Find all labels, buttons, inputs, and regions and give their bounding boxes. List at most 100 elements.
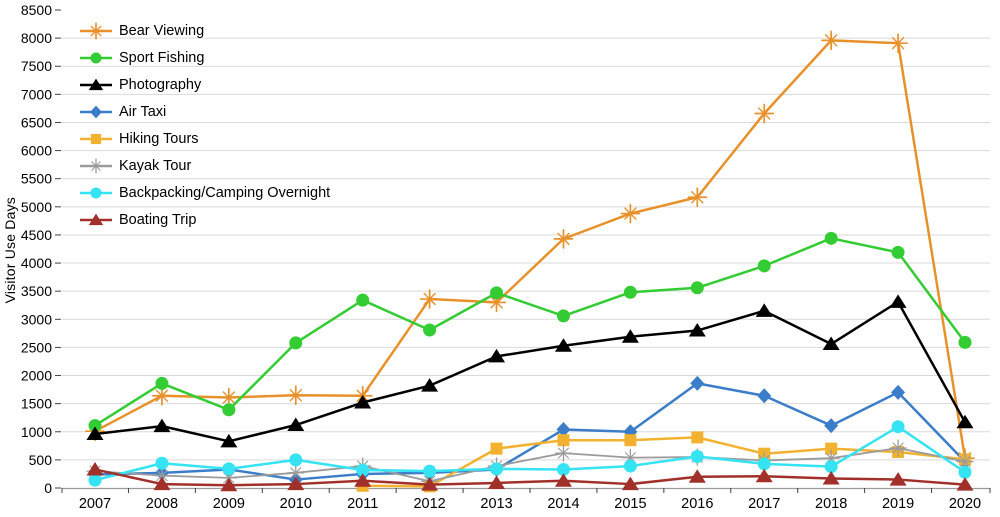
marker-sport-fishing — [423, 323, 437, 337]
y-tick-label: 7500 — [21, 58, 52, 74]
marker-backpacking-camping-overnight — [824, 460, 838, 474]
y-tick-label: 1000 — [21, 424, 52, 440]
legend-item-kayak-tour: Kayak Tour — [80, 152, 330, 179]
marker-air-taxi — [824, 418, 839, 434]
marker-sport-fishing — [289, 336, 303, 350]
y-tick-label: 4500 — [21, 227, 52, 243]
y-tick-label: 8500 — [21, 2, 52, 18]
marker-backpacking-camping-overnight — [490, 462, 504, 476]
legend-marker-sport-fishing-icon — [80, 51, 112, 64]
marker-sport-fishing — [824, 231, 838, 245]
legend-item-air-taxi: Air Taxi — [80, 98, 330, 125]
legend-marker-bear-viewing-icon — [80, 21, 112, 39]
x-tick-label: 2019 — [882, 496, 914, 512]
y-tick-label: 6000 — [21, 143, 52, 159]
x-tick-label: 2007 — [79, 496, 111, 512]
marker-backpacking-camping-overnight — [958, 465, 972, 479]
marker-photography — [621, 329, 639, 343]
marker-photography — [86, 426, 104, 441]
y-tick-label: 3000 — [21, 311, 52, 327]
marker-backpacking-camping-overnight — [356, 463, 370, 477]
marker-kayak-tour — [889, 439, 907, 457]
marker-photography — [822, 336, 840, 351]
marker-photography — [287, 417, 305, 432]
marker-backpacking-camping-overnight — [556, 462, 570, 476]
marker-sport-fishing — [490, 286, 504, 300]
legend-marker-hiking-tours-icon — [80, 133, 112, 144]
marker-bear-viewing — [687, 187, 708, 208]
series-line-hiking-tours — [362, 436, 966, 488]
x-tick-label: 2009 — [213, 496, 245, 512]
legend-label: Hiking Tours — [119, 130, 199, 147]
series-backpacking-camping-overnight — [88, 420, 972, 487]
x-tick-label: 2011 — [347, 496, 378, 512]
marker-backpacking-camping-overnight — [623, 459, 637, 473]
marker-boating-trip — [822, 470, 840, 485]
marker-bear-viewing — [754, 103, 775, 124]
x-tick-label: 2016 — [681, 496, 713, 512]
marker-kayak-tour — [956, 452, 974, 471]
marker-boating-trip — [755, 468, 773, 483]
marker-boating-trip — [554, 473, 572, 487]
marker-air-taxi — [891, 384, 906, 400]
marker-hiking-tours — [691, 431, 704, 444]
legend-item-boating-trip: Boating Trip — [80, 206, 330, 233]
legend-item-backpacking-camping-overnight: Backpacking/Camping Overnight — [80, 179, 330, 206]
marker-kayak-tour — [287, 464, 305, 482]
marker-boating-trip — [688, 469, 706, 483]
marker-sport-fishing — [757, 259, 771, 273]
marker-bear-viewing — [553, 229, 574, 249]
legend-glyph — [87, 21, 105, 39]
marker-backpacking-camping-overnight — [155, 456, 169, 470]
legend-marker-kayak-tour-icon — [80, 158, 112, 173]
legend-label: Kayak Tour — [119, 157, 192, 174]
marker-air-taxi — [556, 422, 571, 438]
series-photography — [86, 294, 974, 448]
marker-hiking-tours — [825, 442, 838, 455]
marker-photography — [153, 418, 171, 433]
legend-item-sport-fishing: Sport Fishing — [80, 44, 330, 71]
y-axis-title: Visitor Use Days — [2, 196, 18, 304]
legend-glyph — [90, 133, 102, 144]
marker-photography — [220, 433, 238, 448]
marker-photography — [889, 294, 907, 308]
legend-marker-boating-trip-icon — [80, 213, 112, 225]
marker-boating-trip — [889, 472, 907, 486]
legend-item-photography: Photography — [80, 71, 330, 98]
legend-item-hiking-tours: Hiking Tours — [80, 125, 330, 152]
marker-backpacking-camping-overnight — [88, 473, 102, 487]
legend-label: Backpacking/Camping Overnight — [119, 184, 331, 201]
legend-label: Boating Trip — [119, 211, 197, 228]
marker-sport-fishing — [690, 281, 704, 295]
marker-boating-trip — [86, 461, 104, 476]
marker-bear-viewing — [285, 385, 306, 406]
marker-photography — [354, 395, 372, 409]
legend-label: Air Taxi — [119, 103, 167, 120]
marker-backpacking-camping-overnight — [690, 450, 704, 464]
marker-kayak-tour — [554, 444, 573, 462]
series-line-backpacking-camping-overnight — [94, 425, 966, 482]
marker-boating-trip — [153, 476, 171, 491]
y-tick-label: 7000 — [21, 86, 52, 102]
marker-boating-trip — [488, 475, 506, 489]
series-line-photography — [94, 300, 967, 443]
y-axis-title-wrap: Visitor Use Days — [2, 0, 18, 500]
legend-label: Photography — [119, 76, 202, 93]
legend-marker-air-taxi-icon — [80, 105, 112, 118]
marker-bear-viewing — [419, 289, 440, 309]
y-tick-label: 1500 — [21, 396, 52, 412]
marker-boating-trip — [421, 477, 439, 491]
y-tick-label: 2500 — [21, 339, 52, 355]
legend-marker-photography-icon — [80, 78, 112, 90]
marker-photography — [488, 348, 506, 363]
y-tick-label: 4000 — [21, 255, 52, 271]
legend-glyph — [90, 105, 102, 118]
x-tick-label: 2010 — [280, 496, 312, 512]
y-tick-label: 6500 — [21, 114, 52, 130]
legend-label: Bear Viewing — [119, 22, 205, 39]
y-tick-label: 0 — [44, 480, 52, 496]
y-tick-label: 8000 — [21, 30, 52, 46]
marker-backpacking-camping-overnight — [757, 457, 771, 471]
